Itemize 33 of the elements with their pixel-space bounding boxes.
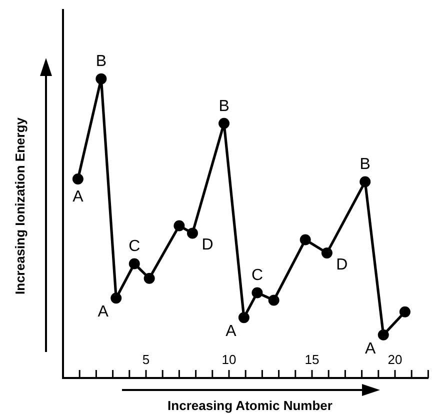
point — [186, 228, 198, 239]
x-tick-label: 10 — [222, 352, 236, 367]
annotation: B — [360, 156, 370, 174]
annotation: B — [96, 53, 107, 70]
point — [252, 287, 263, 298]
point — [360, 176, 371, 188]
annotation: A — [98, 304, 109, 321]
point — [238, 312, 250, 324]
point — [321, 247, 332, 258]
annotation: B — [218, 98, 230, 115]
annotation: A — [226, 322, 237, 340]
point — [144, 272, 155, 284]
point — [218, 118, 230, 129]
x-tick-label: 20 — [388, 352, 402, 367]
annotation: C — [251, 267, 263, 284]
point — [300, 234, 311, 246]
point — [110, 292, 122, 304]
x-axis-title: Increasing Atomic Number — [168, 398, 332, 413]
annotation: D — [336, 256, 348, 274]
annotation: A — [365, 340, 376, 358]
annotation: C — [128, 238, 140, 256]
annotation: A — [72, 188, 84, 206]
point — [399, 306, 410, 318]
point — [72, 174, 84, 185]
point — [174, 220, 185, 232]
point — [96, 73, 107, 84]
annotation: D — [202, 236, 214, 254]
x-tick-label: 15 — [304, 352, 320, 367]
point — [378, 329, 389, 340]
point — [128, 258, 140, 270]
x-tick-label: 5 — [142, 352, 150, 367]
point — [268, 294, 280, 306]
y-axis-title: Increasing Ionization Energy — [12, 116, 28, 294]
